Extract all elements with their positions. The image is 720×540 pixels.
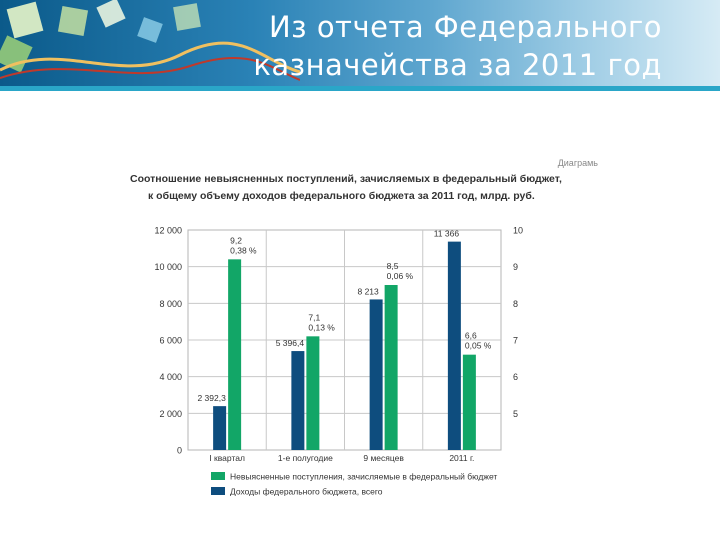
deco-square — [173, 3, 201, 31]
right-tick-label: 7 — [513, 336, 518, 346]
category-label: I квартал — [209, 453, 245, 463]
slide-title-line-2: казначейства за 2011 год — [253, 48, 662, 82]
label-unidentified-percent: 0,38 % — [230, 245, 257, 255]
bar-revenue — [291, 351, 305, 450]
right-tick-label: 6 — [513, 372, 518, 382]
legend-label: Невыясненные поступления, зачисляемые в … — [230, 472, 497, 482]
data-labels: 2 392,3 9,20,38 % 5 396,4 7,10,13 % 8 213 8,5… — [197, 229, 491, 404]
bar-revenue — [369, 299, 383, 450]
bar-revenue — [447, 241, 461, 450]
bar-revenue — [213, 406, 227, 450]
left-tick-label: 0 — [177, 446, 182, 456]
label-unidentified-value: 9,2 — [230, 235, 242, 245]
deco-wire — [0, 41, 300, 74]
right-tick-label: 9 — [513, 262, 518, 272]
deco-square — [57, 5, 89, 37]
header-decoration — [0, 0, 300, 81]
legend-label: Доходы федерального бюджета, всего — [230, 487, 383, 497]
left-tick-label: 12 000 — [154, 226, 182, 236]
left-tick-label: 6 000 — [159, 336, 182, 346]
chart-title-line-1: Соотношение невыясненных поступлений, за… — [130, 173, 562, 185]
slide-title: Из отчета Федерального казначейства за 2… — [202, 8, 662, 84]
deco-square — [96, 0, 126, 28]
label-revenue: 11 366 — [434, 229, 460, 239]
label-revenue: 2 392,3 — [197, 393, 226, 403]
bar-unidentified — [462, 354, 476, 450]
label-unidentified-percent: 0,06 % — [387, 271, 414, 281]
left-tick-label: 10 000 — [154, 262, 182, 272]
label-unidentified-value: 6,6 — [465, 331, 477, 341]
legend: Невыясненные поступления, зачисляемые в … — [211, 472, 497, 497]
bar-unidentified — [384, 285, 398, 450]
slide-header: Из отчета Федерального казначейства за 2… — [0, 0, 720, 86]
chart-title-line-2: к общему объему доходов федерального бюд… — [148, 190, 535, 202]
bar-unidentified — [228, 259, 242, 450]
chart-container: Диаграмь Соотношение невыясненных поступ… — [118, 150, 608, 510]
chart-svg: Диаграмь Соотношение невыясненных поступ… — [130, 158, 599, 497]
category-label: 2011 г. — [449, 453, 474, 463]
right-tick-label: 5 — [513, 409, 518, 419]
deco-wire — [0, 57, 300, 81]
label-revenue: 5 396,4 — [276, 338, 305, 348]
right-tick-label: 8 — [513, 299, 518, 309]
label-revenue: 8 213 — [357, 286, 379, 296]
chart-tag: Диаграмь — [558, 158, 599, 168]
bar-unidentified — [306, 336, 320, 450]
left-tick-label: 8 000 — [159, 299, 182, 309]
deco-square — [6, 1, 44, 39]
bars — [213, 241, 476, 450]
legend-swatch — [211, 472, 225, 480]
legend-swatch — [211, 487, 225, 495]
axes: 12 000 10 000 8 000 6 000 4 000 2 000 0 10 9 8 7 6 5… — [154, 226, 523, 464]
label-unidentified-value: 7,1 — [308, 312, 320, 322]
label-unidentified-value: 8,5 — [387, 261, 399, 271]
label-unidentified-percent: 0,05 % — [465, 341, 492, 351]
right-tick-label: 10 — [513, 226, 523, 236]
left-tick-label: 2 000 — [159, 409, 182, 419]
header-rule — [0, 86, 720, 91]
category-label: 9 месяцев — [363, 453, 404, 463]
slide-title-line-1: Из отчета Федерального — [268, 10, 662, 44]
left-tick-label: 4 000 — [159, 372, 182, 382]
deco-square — [137, 17, 163, 43]
category-label: 1-е полугодие — [278, 453, 333, 463]
label-unidentified-percent: 0,13 % — [308, 322, 335, 332]
